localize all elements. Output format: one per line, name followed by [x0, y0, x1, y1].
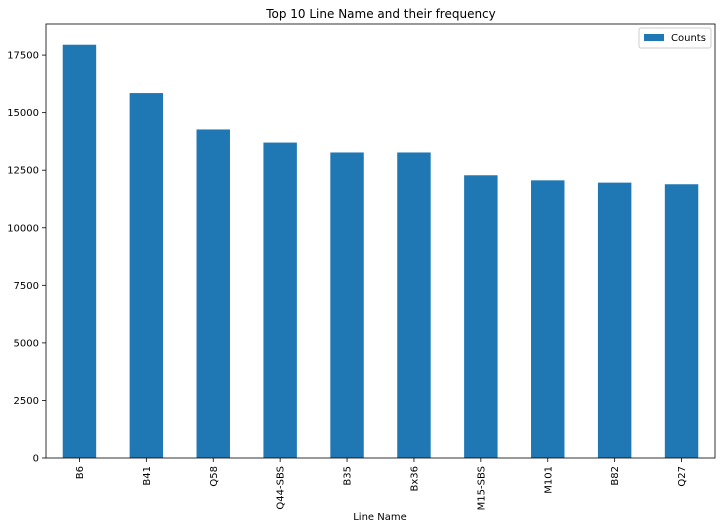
bar-b6	[62, 44, 97, 458]
x-tick-label: B35	[343, 466, 354, 486]
x-tick-label: M101	[543, 466, 554, 494]
x-tick-label: M15-SBS	[476, 466, 487, 510]
x-tick-label: B6	[75, 466, 86, 479]
y-tick-label: 12500	[7, 166, 39, 177]
bar-q58	[196, 129, 230, 458]
bar-m15-sbs	[464, 175, 498, 458]
x-axis: B6 B41 Q58 Q44-SBS B35 Bx36 M15-SBS M101 B82 Q27	[75, 458, 688, 510]
y-tick-label: 0	[33, 454, 39, 465]
bar-q44-sbs	[263, 142, 297, 458]
bar-m101	[531, 180, 565, 458]
legend: Counts	[638, 27, 712, 49]
legend-frame	[638, 27, 712, 49]
x-tick-label: Bx36	[409, 466, 420, 492]
y-tick-label: 17500	[7, 51, 39, 62]
bars-group	[62, 44, 699, 459]
y-tick-label: 7500	[14, 281, 39, 292]
bar-bx36	[397, 152, 431, 458]
y-tick-label: 10000	[7, 223, 39, 234]
x-tick-label: B41	[142, 466, 153, 486]
legend-label: Counts	[671, 33, 706, 44]
legend-swatch	[644, 34, 664, 41]
x-tick-label: Q44-SBS	[276, 466, 287, 510]
y-tick-label: 15000	[7, 108, 39, 119]
bar-b41	[129, 93, 164, 458]
chart-title: Top 10 Line Name and their frequency	[265, 7, 496, 21]
x-tick-label: Q27	[677, 466, 688, 487]
plot-frame	[45, 23, 716, 459]
bar-q27	[664, 184, 699, 458]
bar-b35	[330, 152, 364, 458]
y-tick-label: 5000	[14, 338, 39, 349]
x-axis-label: Line Name	[353, 512, 407, 523]
y-tick-label: 2500	[14, 396, 39, 407]
y-axis: 0 2500 5000 7500 10000 12500 15000 17500	[7, 51, 46, 465]
bar-b82	[597, 182, 632, 459]
x-tick-label: Q58	[209, 466, 220, 487]
x-tick-label: B82	[610, 466, 621, 486]
